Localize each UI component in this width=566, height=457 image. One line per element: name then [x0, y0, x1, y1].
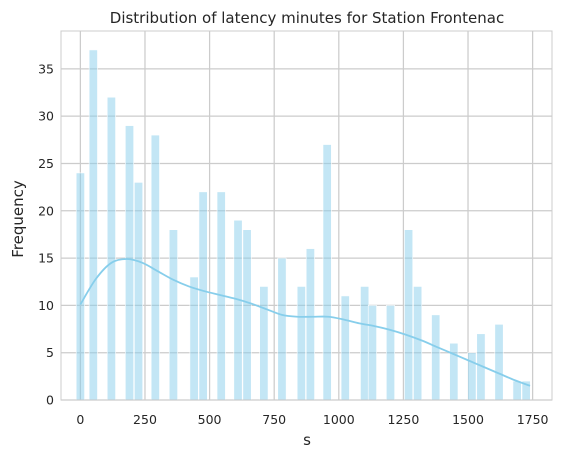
histogram-bar	[189, 276, 199, 401]
histogram-bar	[360, 286, 370, 401]
histogram-bar	[198, 191, 208, 401]
histogram-bar	[233, 219, 243, 401]
x-tick-label: 1250	[388, 412, 420, 427]
histogram-bar	[88, 49, 98, 401]
chart-title: Distribution of latency minutes for Stat…	[110, 9, 504, 27]
histogram-bar	[449, 342, 459, 401]
histogram-bar	[512, 380, 522, 401]
y-axis-label: Frequency	[9, 180, 27, 258]
histogram-bar	[305, 248, 315, 401]
plot-frame	[60, 30, 553, 401]
y-tick-label: 30	[38, 109, 54, 124]
x-tick-label: 1750	[517, 412, 549, 427]
x-tick-label: 1500	[452, 412, 484, 427]
histogram-bar	[168, 229, 178, 401]
histogram-bar	[124, 125, 134, 401]
histogram-bar	[404, 229, 414, 401]
histogram-bar	[386, 305, 395, 401]
y-tick-label: 10	[38, 298, 54, 313]
histogram-bar	[296, 286, 306, 401]
kde-curve	[79, 258, 531, 387]
histogram-bars	[75, 49, 531, 401]
y-tick-label: 25	[38, 156, 54, 171]
histogram-bar	[431, 314, 441, 401]
x-axis-label: s	[303, 431, 311, 449]
histogram-bar	[134, 182, 144, 401]
y-axis-ticks: 0 5 10 15 20 25 30 35	[38, 61, 54, 407]
y-tick-label: 0	[46, 393, 54, 408]
y-tick-label: 5	[46, 345, 54, 360]
histogram-bar	[106, 96, 116, 401]
histogram-bar	[259, 286, 269, 401]
x-tick-label: 500	[198, 412, 222, 427]
histogram-bar	[367, 305, 377, 401]
x-tick-label: 0	[76, 412, 84, 427]
histogram-bar	[277, 257, 287, 401]
histogram-bar	[494, 324, 504, 401]
x-tick-label: 1000	[323, 412, 355, 427]
histogram-bar	[413, 286, 423, 401]
x-axis-ticks: 0 250 500 750 1000 1250 1500 1750	[76, 412, 548, 427]
x-tick-label: 250	[133, 412, 157, 427]
histogram-bar	[242, 229, 252, 401]
y-tick-label: 20	[38, 203, 54, 218]
histogram-bar	[322, 144, 332, 401]
y-tick-label: 35	[38, 61, 54, 76]
y-tick-label: 15	[38, 251, 54, 266]
histogram-bar	[75, 172, 85, 401]
histogram-bar	[340, 295, 350, 401]
x-tick-label: 750	[262, 412, 286, 427]
